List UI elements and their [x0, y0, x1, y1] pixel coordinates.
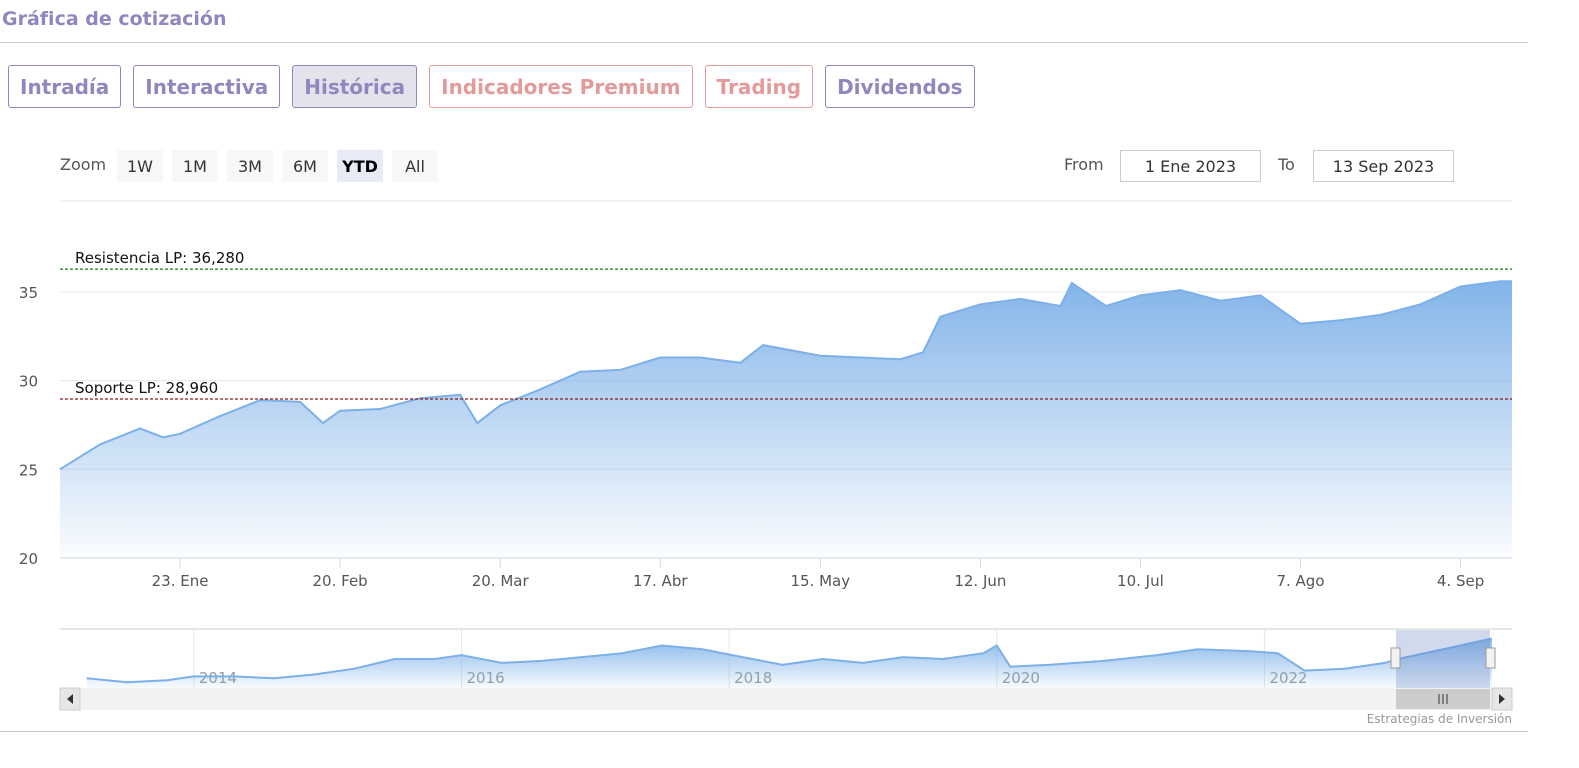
price-area: [60, 281, 1512, 558]
navigator-handle[interactable]: [1390, 647, 1401, 669]
y-tick-label: 25: [19, 461, 38, 479]
navigator: 20142016201820202022: [86, 630, 1493, 688]
scrollbar-track[interactable]: [60, 688, 1512, 710]
tab[interactable]: Dividendos: [825, 65, 975, 108]
x-tick-label: 12. Jun: [954, 572, 1006, 590]
tab[interactable]: Trading: [704, 65, 814, 108]
zoom-button[interactable]: YTD: [337, 150, 383, 182]
tab[interactable]: Indicadores Premium: [429, 65, 693, 108]
x-tick-label: 20. Feb: [313, 572, 368, 590]
y-tick-label: 20: [19, 550, 38, 568]
x-tick-label: 4. Sep: [1437, 572, 1484, 590]
tab[interactable]: Interactiva: [133, 65, 281, 108]
x-tick-label: 7. Ago: [1276, 572, 1324, 590]
navigator-area: [86, 638, 1492, 688]
to-input[interactable]: 13 Sep 2023: [1313, 150, 1454, 182]
plot-line-label: Resistencia LP: 36,280: [75, 249, 244, 267]
x-tick-label: 15. May: [790, 572, 850, 590]
plot-line-label: Soporte LP: 28,960: [75, 379, 218, 397]
x-tick-label: 23. Ene: [152, 572, 209, 590]
zoom-label: Zoom: [60, 155, 107, 174]
from-label: From: [1064, 155, 1104, 174]
x-tick-label: 17. Abr: [633, 572, 688, 590]
tab[interactable]: Histórica: [292, 65, 418, 108]
navigator-handle[interactable]: [1485, 647, 1496, 669]
from-input[interactable]: 1 Ene 2023: [1120, 150, 1261, 182]
zoom-button[interactable]: 3M: [227, 150, 273, 182]
tab-bar: Intradía Interactiva Histórica Indicador…: [8, 65, 975, 108]
scrollbar-left-arrow: [67, 694, 73, 704]
scrollbar-right-arrow: [1499, 694, 1505, 704]
to-label: To: [1278, 155, 1295, 174]
zoom-button[interactable]: 1M: [172, 150, 218, 182]
scrollbar-grip: [1438, 694, 1448, 704]
header-title: Gráfica de cotización: [2, 8, 227, 30]
divider: [0, 731, 1528, 732]
credit[interactable]: Estrategias de Inversión: [1366, 712, 1512, 726]
zoom-button[interactable]: 1W: [117, 150, 163, 182]
x-tick-label: 20. Mar: [472, 572, 530, 590]
price-line: [59, 280, 1512, 471]
zoom-button[interactable]: 6M: [282, 150, 328, 182]
navigator-selection[interactable]: [1396, 630, 1490, 688]
x-tick-label: 10. Jul: [1117, 572, 1164, 590]
zoom-button[interactable]: All: [392, 150, 438, 182]
divider: [0, 42, 1528, 43]
y-tick-label: 30: [19, 373, 38, 391]
y-tick-label: 35: [19, 284, 38, 302]
navigator-line: [86, 637, 1493, 684]
tab[interactable]: Intradía: [8, 65, 122, 108]
